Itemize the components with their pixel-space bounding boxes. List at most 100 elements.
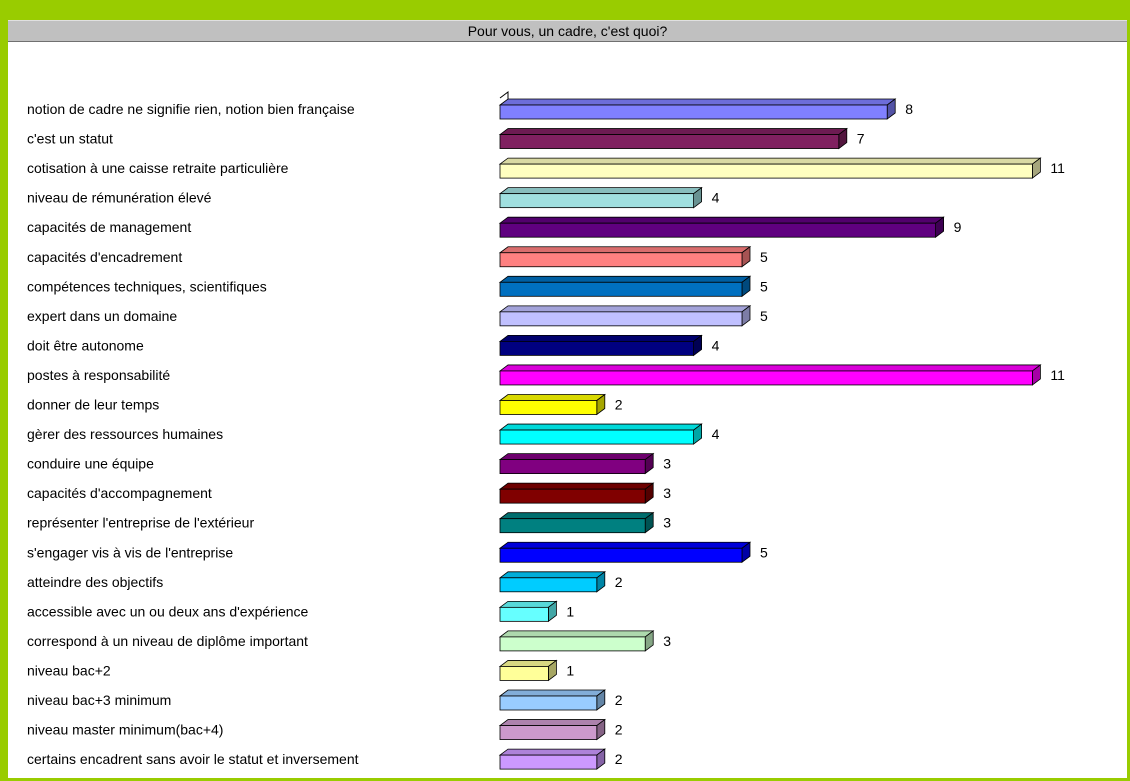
category-label: capacités d'encadrement [27,249,182,265]
category-label: certains encadrent sans avoir le statut … [27,751,359,767]
value-label: 4 [712,190,720,206]
frame-border-right [1127,0,1130,781]
bar-group [498,630,655,652]
bar-top-face [498,246,752,254]
bar-group [498,334,703,357]
bar [499,577,598,593]
category-label: donner de leur temps [27,397,159,413]
bar [499,725,598,740]
value-label: 2 [615,574,623,590]
category-label: capacités de management [27,219,191,235]
category-label: correspond à un niveau de diplôme import… [27,633,308,649]
bar-group [498,689,606,711]
bar-top-face [498,482,655,490]
bar-top-face [498,630,655,638]
value-label: 9 [954,219,962,235]
bar-group [498,659,558,682]
bar [499,429,695,445]
bar [499,134,840,149]
bar-group [498,511,655,534]
bar-top-face [498,305,752,313]
bar-top-face [498,600,558,608]
bar-top-face [498,512,655,520]
bar-group [498,127,848,150]
value-label: 7 [857,131,865,147]
value-label: 4 [712,337,720,353]
bar-group [498,275,752,298]
chart-title: Pour vous, un cadre, c'est quoi? [8,20,1127,42]
frame-border-top [0,0,1130,20]
bar [499,340,695,356]
category-label: accessible avec un ou deux ans d'expérie… [27,603,309,619]
value-label: 11 [1050,367,1065,383]
bar-group [498,600,558,623]
value-label: 3 [663,633,671,649]
bar-top-face [498,394,606,401]
bar-group [498,748,606,770]
bar-top-face [498,689,606,697]
bar-top-face [498,98,897,106]
frame-border-left [0,0,8,781]
value-label: 2 [615,397,623,413]
bar-top-face [498,748,606,756]
category-label: expert dans un domaine [27,308,177,324]
category-label: c'est un statut [27,131,113,147]
value-label: 5 [760,308,768,324]
value-label: 8 [905,101,913,117]
bar-top-face [498,334,703,342]
category-label: représenter l'entreprise de l'extérieur [27,515,254,531]
bar-group [498,157,1042,179]
bar-top-face [498,660,558,667]
value-label: 3 [663,485,671,501]
bar-top-face [498,541,752,549]
bar-top-face [498,216,945,224]
category-label: postes à responsabilité [27,367,170,383]
bar [499,400,598,415]
bar [499,666,549,681]
bar-top-face [498,128,848,135]
bar-top-face [498,719,606,726]
bar-group [498,305,752,327]
bar-group [498,393,606,416]
bar [499,281,743,297]
value-label: 5 [760,278,768,294]
category-label: niveau bac+2 [27,662,111,678]
frame-border-bottom [0,778,1130,781]
bar [499,222,937,238]
bar-top-face [498,571,606,579]
bar-group [498,423,703,445]
bar [499,459,646,475]
category-label: niveau master minimum(bac+4) [27,722,223,738]
category-label: conduire une équipe [27,456,154,472]
bar-group [498,216,945,238]
value-label: 5 [760,544,768,560]
category-label: cotisation à une caisse retraite particu… [27,160,289,176]
category-label: gèrer des ressources humaines [27,426,223,442]
bar-group [498,98,897,120]
bar-group [498,245,752,268]
bar-top-face [498,423,703,431]
bar-group [498,186,703,209]
bar [499,488,646,504]
bar [499,518,646,534]
category-label: doit être autonome [27,337,144,353]
value-label: 2 [615,751,623,767]
bar [499,695,598,711]
category-label: capacités d'accompagnement [27,485,212,501]
bar [499,252,743,268]
value-label: 2 [615,722,623,738]
value-label: 5 [760,249,768,265]
value-label: 3 [663,515,671,531]
bar [499,104,888,120]
value-label: 1 [566,603,574,619]
value-label: 1 [566,662,574,678]
bar-group [498,570,606,593]
bar [499,754,598,770]
bar-top-face [498,453,655,461]
value-label: 11 [1050,160,1065,176]
bar-top-face [498,157,1042,165]
bar-top-face [498,187,703,195]
value-label: 2 [615,692,623,708]
